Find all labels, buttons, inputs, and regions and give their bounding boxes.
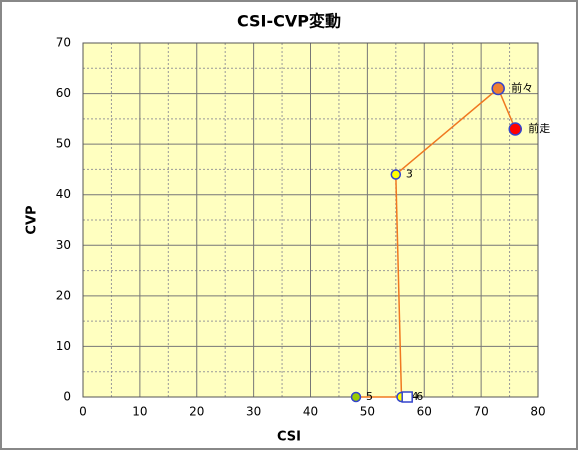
y-axis-label: CVP (25, 205, 40, 234)
plot-border (82, 42, 539, 398)
point-label: 6 (416, 390, 423, 403)
x-tick-label: 60 (417, 405, 432, 419)
x-tick-label: 70 (473, 405, 488, 419)
x-tick-label: 40 (303, 405, 318, 419)
series-line (356, 87, 516, 398)
x-axis-label: CSI (277, 430, 301, 445)
point (508, 122, 522, 136)
point-label: 前々 (511, 81, 533, 95)
y-tick-label: 30 (56, 238, 71, 252)
y-tick-label: 60 (56, 86, 71, 100)
point-label: 3 (406, 167, 413, 180)
y-tick-label: 40 (56, 187, 71, 201)
chart-title: CSI-CVP変動 (237, 12, 341, 31)
point (390, 169, 402, 180)
y-tick-label: 10 (56, 339, 71, 353)
point (401, 391, 413, 403)
y-tick-label: 20 (56, 288, 71, 302)
x-tick-label: 0 (79, 405, 87, 419)
y-tick-label: 0 (63, 390, 71, 404)
point (491, 81, 505, 96)
point-label: 5 (366, 390, 373, 403)
x-tick-label: 50 (360, 405, 375, 419)
x-tick-label: 10 (132, 405, 147, 419)
x-tick-label: 20 (189, 405, 204, 419)
x-tick-label: 80 (530, 405, 545, 419)
y-tick-label: 50 (56, 137, 71, 151)
point (350, 391, 362, 403)
x-tick-label: 30 (246, 405, 261, 419)
y-tick-label: 70 (56, 36, 71, 50)
point-label: 4 (412, 390, 419, 403)
point-label: 前走 (528, 121, 550, 135)
